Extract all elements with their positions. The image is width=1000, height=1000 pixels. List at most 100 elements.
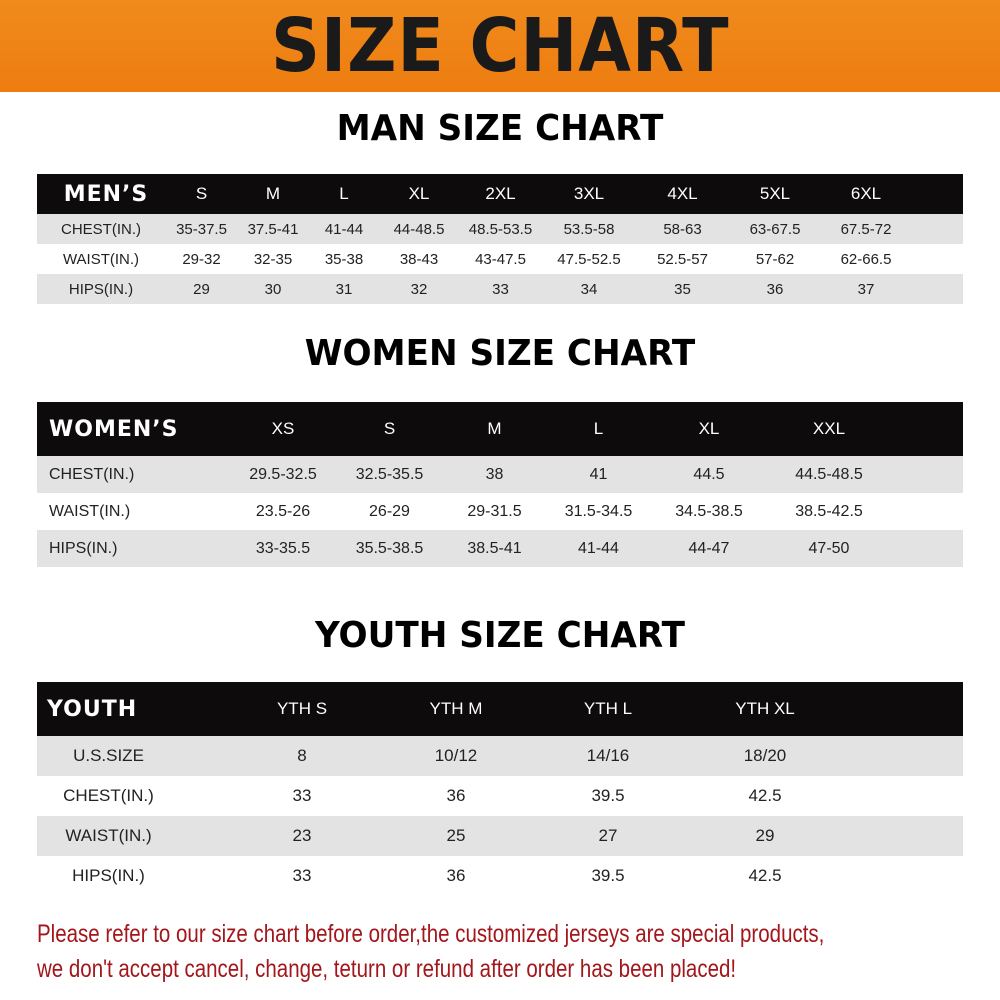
size-header: XXL: [812, 419, 846, 438]
table-cell: 31.5-34.5: [564, 502, 633, 520]
table-cell: 52.5-57: [657, 250, 708, 268]
table-cell: 38-43: [399, 250, 439, 268]
table-cell: 38.5-41: [467, 539, 522, 557]
table-cell: 30: [264, 280, 282, 298]
size-header: S: [195, 184, 208, 203]
table-cell: 41-44: [578, 539, 619, 557]
table-row: CHEST(IN.) 29.5-32.5 32.5-35.5 38 41 44.5 44.5…: [37, 456, 963, 493]
table-cell: 39.5: [591, 866, 625, 885]
notice-line-2: we don't accept cancel, change, teturn o…: [37, 955, 737, 983]
table-cell: 44-48.5: [393, 220, 445, 238]
size-header: YTH S: [276, 699, 328, 718]
table-row: HIPS(IN.) 33 36 39.5 42.5: [37, 856, 963, 896]
size-header: 4XL: [667, 184, 698, 203]
notice-line-1: Please refer to our size chart before or…: [37, 920, 825, 948]
table-cell: 38: [485, 465, 504, 483]
table-cell: 26-29: [369, 502, 410, 520]
header-row: MEN’S S M L XL 2XL 3XL 4XL 5XL 6XL: [37, 174, 963, 214]
header-label: MEN’S: [63, 181, 149, 207]
table-cell: 32-35: [253, 250, 293, 268]
table-cell: 63-67.5: [749, 220, 801, 238]
table-cell: 41: [589, 465, 608, 483]
header-label: WOMEN’S: [49, 416, 179, 442]
size-header: XS: [271, 419, 295, 438]
size-header: YTH L: [583, 699, 633, 718]
row-label: WAIST(IN.): [49, 502, 131, 520]
table-cell: 39.5: [591, 786, 625, 805]
table-cell: 33: [492, 280, 509, 298]
table-cell: 38.5-42.5: [795, 502, 863, 520]
header-row: WOMEN’S XS S M L XL XXL: [37, 402, 963, 456]
table-row: CHEST(IN.) 33 36 39.5 42.5: [37, 776, 963, 816]
table-cell: 34: [580, 280, 598, 298]
table-cell: 33-35.5: [255, 539, 311, 557]
row-label: WAIST(IN.): [65, 826, 152, 845]
table-cell: 18/20: [743, 746, 787, 765]
banner-title: SIZE CHART: [270, 3, 730, 89]
table-cell: 36: [766, 280, 784, 298]
table-cell: 29-32: [182, 250, 221, 268]
table-row: WAIST(IN.) 23.5-26 26-29 29-31.5 31.5-34.5 34…: [37, 493, 963, 530]
table-cell: 43-47.5: [475, 250, 526, 268]
table-cell: 8: [297, 746, 307, 765]
size-header: 5XL: [759, 184, 791, 203]
table-cell: 35: [674, 280, 691, 298]
row-label: HIPS(IN.): [49, 539, 118, 557]
table-cell: 58-63: [663, 220, 702, 238]
table-cell: 47.5-52.5: [557, 250, 621, 268]
table-cell: 44.5-48.5: [795, 465, 863, 483]
header-label: YOUTH: [47, 696, 138, 722]
table-row: CHEST(IN.) 35-37.5 37.5-41 41-44 44-48.5 48.5…: [37, 214, 963, 244]
banner: SIZE CHART: [0, 0, 1000, 92]
table-cell: 31: [335, 280, 353, 298]
table-cell: 35-37.5: [176, 220, 227, 238]
table-row: HIPS(IN.) 33-35.5 35.5-38.5 38.5-41 41-44 44-…: [37, 530, 963, 567]
table-cell: 32: [410, 280, 428, 298]
table-cell: 57-62: [755, 250, 795, 268]
size-header: M: [487, 419, 502, 438]
youth-chart-title: YOUTH SIZE CHART: [315, 615, 685, 656]
row-label: CHEST(IN.): [61, 220, 141, 238]
table-cell: 36: [446, 866, 466, 885]
table-cell: 35-38: [324, 250, 364, 268]
row-label: CHEST(IN.): [49, 465, 135, 483]
table-cell: 36: [446, 786, 466, 805]
table-cell: 32.5-35.5: [355, 465, 424, 483]
table-cell: 23: [292, 826, 312, 845]
table-cell: 29.5-32.5: [249, 465, 317, 483]
table-cell: 29-31.5: [467, 502, 522, 520]
row-label: WAIST(IN.): [62, 250, 140, 268]
table-cell: 37.5-41: [247, 220, 299, 238]
table-cell: 44-47: [688, 539, 730, 557]
table-cell: 10/12: [434, 746, 478, 765]
table-cell: 41-44: [324, 220, 364, 238]
table-cell: 37: [857, 280, 875, 298]
row-label: CHEST(IN.): [63, 786, 154, 805]
women-chart-title: WOMEN SIZE CHART: [304, 333, 696, 374]
size-header: S: [383, 419, 396, 438]
table-row: HIPS(IN.) 29 30 31 32 33 34 35 36 37: [37, 274, 963, 304]
table-cell: 48.5-53.5: [468, 220, 533, 238]
size-header: 6XL: [850, 184, 882, 203]
size-header: XL: [408, 184, 430, 203]
table-cell: 33: [292, 786, 312, 805]
table-cell: 42.5: [748, 786, 782, 805]
table-cell: 25: [446, 826, 466, 845]
size-header: M: [265, 184, 281, 203]
row-label: U.S.SIZE: [73, 746, 144, 765]
table-cell: 29: [193, 280, 210, 298]
table-cell: 23.5-26: [255, 502, 311, 520]
size-header: L: [593, 419, 604, 438]
size-header: YTH M: [429, 699, 483, 718]
table-cell: 33: [292, 866, 312, 885]
table-row: WAIST(IN.) 23 25 27 29: [37, 816, 963, 856]
size-header: 3XL: [573, 184, 605, 203]
women-size-table: WOMEN’S XS S M L XL XXL CHEST(IN.) 29.5-32.5 32.5…: [37, 402, 963, 567]
size-header: XL: [698, 419, 720, 438]
table-cell: 44.5: [693, 465, 725, 483]
size-header: YTH XL: [735, 699, 795, 718]
header-row: YOUTH YTH S YTH M YTH L YTH XL: [37, 682, 963, 736]
table-row: WAIST(IN.) 29-32 32-35 35-38 38-43 43-47.5 47.…: [37, 244, 963, 274]
table-cell: 35.5-38.5: [355, 539, 424, 557]
table-cell: 34.5-38.5: [675, 502, 743, 520]
